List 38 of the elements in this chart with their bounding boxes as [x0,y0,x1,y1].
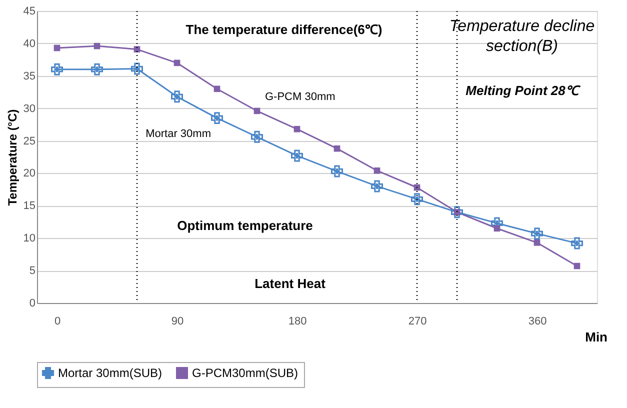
y-tick-label: 40 [23,38,36,50]
y-tick-label: 15 [23,200,36,212]
point [411,193,423,206]
legend-label: G-PCM30mm(SUB) [192,366,298,380]
point [131,62,143,75]
annotation: The temperature difference(6℃) [186,22,382,37]
x-tick-label: 360 [528,316,547,328]
point [331,165,343,178]
y-tick-label: 10 [23,232,36,245]
x-tick-label: 0 [54,316,61,328]
point [211,112,223,124]
legend-label: Mortar 30mm(SUB) [58,366,162,380]
y-tick-label: 45 [23,6,36,18]
annotation: Mortar 30mm [146,128,211,140]
annotation: Temperature decline section(B) [449,18,595,55]
annotation: Latent Heat [254,276,326,291]
y-tick-label: 20 [23,168,36,180]
y-tick-label: 25 [23,135,36,148]
y-axis-title: Temperature (°C) [5,109,20,206]
y-tick-label: 30 [23,102,36,115]
point [251,130,263,143]
annotation: Optimum temperature [177,218,313,233]
y-tick-label: 5 [29,265,36,278]
point [531,228,543,240]
x-tick-label: 90 [171,316,184,328]
x-tick-label: 180 [288,316,307,328]
x-tick-label: 270 [408,316,427,328]
annotation: Melting Point 28℃ [466,83,582,98]
y-tick-label: 35 [23,70,36,82]
x-axis-title: Min [585,330,608,344]
point [571,237,583,250]
y-tick-label: 0 [29,298,36,310]
point [371,180,383,192]
point [51,63,63,76]
point [91,63,103,76]
point [291,150,303,162]
annotation: G-PCM 30mm [265,90,336,103]
point [171,90,183,103]
